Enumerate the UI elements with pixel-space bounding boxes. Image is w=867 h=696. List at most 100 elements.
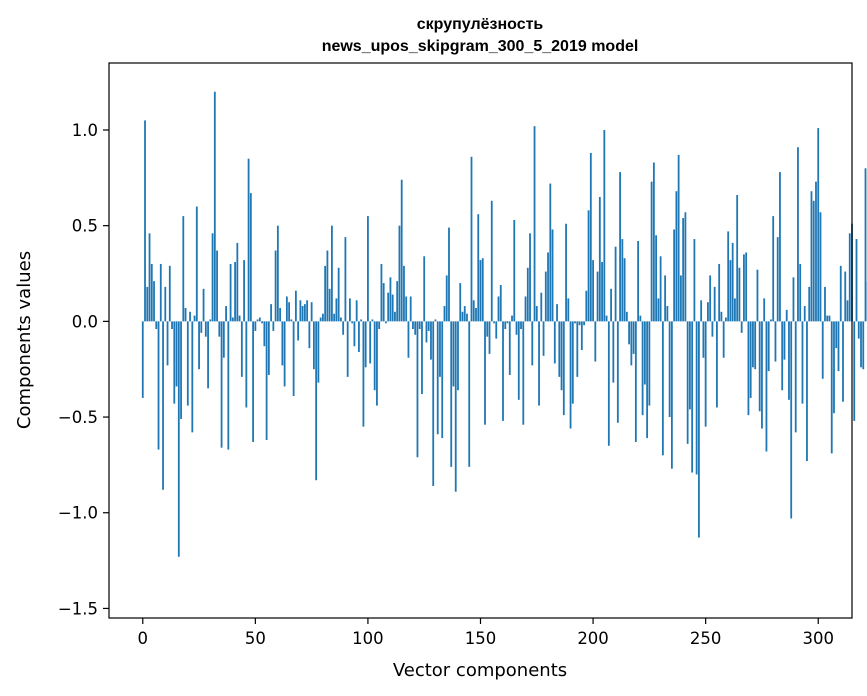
bar <box>490 200 493 322</box>
bar <box>157 321 160 450</box>
bar <box>738 267 741 322</box>
bar <box>833 321 835 414</box>
bar <box>781 321 784 391</box>
bar <box>567 298 570 322</box>
bar <box>240 321 243 377</box>
bar <box>549 183 552 322</box>
bar <box>335 298 338 322</box>
bar <box>619 172 621 322</box>
bar <box>675 191 678 322</box>
bar <box>788 321 790 400</box>
x-tick-label: 200 <box>577 629 609 648</box>
bar <box>578 321 581 326</box>
bar <box>821 321 824 379</box>
bar <box>560 321 563 391</box>
bar <box>252 321 254 442</box>
y-tick-label: −1.5 <box>58 599 98 618</box>
bar <box>308 321 311 349</box>
bar <box>164 286 167 322</box>
bar <box>806 321 808 462</box>
bar <box>207 321 209 389</box>
bar <box>637 240 640 322</box>
bar <box>517 321 520 400</box>
bar <box>799 263 802 322</box>
bar <box>686 321 689 444</box>
bar <box>736 195 739 322</box>
bar <box>553 321 556 364</box>
bar <box>499 285 502 322</box>
bar <box>857 321 860 339</box>
bar <box>184 307 187 322</box>
bar <box>198 321 200 370</box>
bar <box>713 286 716 322</box>
bar <box>427 321 430 331</box>
bar <box>605 315 608 322</box>
bar <box>731 242 734 322</box>
bar <box>398 225 401 322</box>
bar <box>515 321 518 335</box>
bar <box>216 250 218 322</box>
bar <box>700 300 703 322</box>
bar <box>312 321 315 370</box>
bar <box>249 193 252 322</box>
bar <box>749 321 752 398</box>
bar <box>679 275 682 322</box>
bar <box>677 154 680 322</box>
bar <box>270 304 273 322</box>
bar <box>844 271 847 322</box>
bar <box>373 321 376 391</box>
x-tick-label: 0 <box>138 629 149 648</box>
bar <box>340 317 342 322</box>
bar <box>817 128 820 322</box>
bar <box>803 306 806 322</box>
bar <box>324 265 327 322</box>
bar <box>294 290 297 322</box>
bar <box>213 91 216 322</box>
bar <box>193 315 196 322</box>
bar <box>551 229 554 322</box>
bar <box>594 321 597 362</box>
y-tick-label: −0.5 <box>58 408 98 427</box>
bar <box>853 321 856 421</box>
bar <box>709 275 712 322</box>
bar <box>540 292 543 322</box>
bar <box>544 271 547 322</box>
bar <box>743 254 745 322</box>
bar <box>371 319 374 322</box>
bar <box>189 311 191 322</box>
bar <box>463 306 466 322</box>
y-axis-ticks: 1.0 0.5 0.0 −0.5 −1.0 −1.5 <box>58 121 109 618</box>
bar <box>200 321 203 333</box>
bar <box>603 129 606 322</box>
bar <box>441 321 444 439</box>
bar <box>468 321 471 467</box>
bar <box>310 302 313 322</box>
bar <box>191 321 194 433</box>
bar <box>574 321 576 324</box>
bar <box>202 288 205 322</box>
bar <box>547 252 549 322</box>
bar <box>182 216 185 322</box>
y-tick-label: −1.0 <box>58 504 98 523</box>
bar <box>144 120 146 322</box>
bar <box>628 321 630 345</box>
bar <box>407 321 410 358</box>
bar <box>774 321 777 362</box>
bar <box>538 321 540 406</box>
bar <box>479 260 482 322</box>
bar <box>484 321 486 425</box>
bar <box>481 258 484 322</box>
bar <box>247 158 250 322</box>
bar <box>598 196 601 322</box>
bar <box>180 321 182 419</box>
bar <box>587 210 590 322</box>
bar <box>168 265 171 322</box>
bar <box>641 321 644 416</box>
bar <box>234 262 236 322</box>
bar <box>855 239 858 322</box>
bar <box>580 321 583 351</box>
bar <box>688 321 691 410</box>
bar <box>265 321 268 441</box>
bar <box>646 321 649 439</box>
bar <box>520 321 522 330</box>
